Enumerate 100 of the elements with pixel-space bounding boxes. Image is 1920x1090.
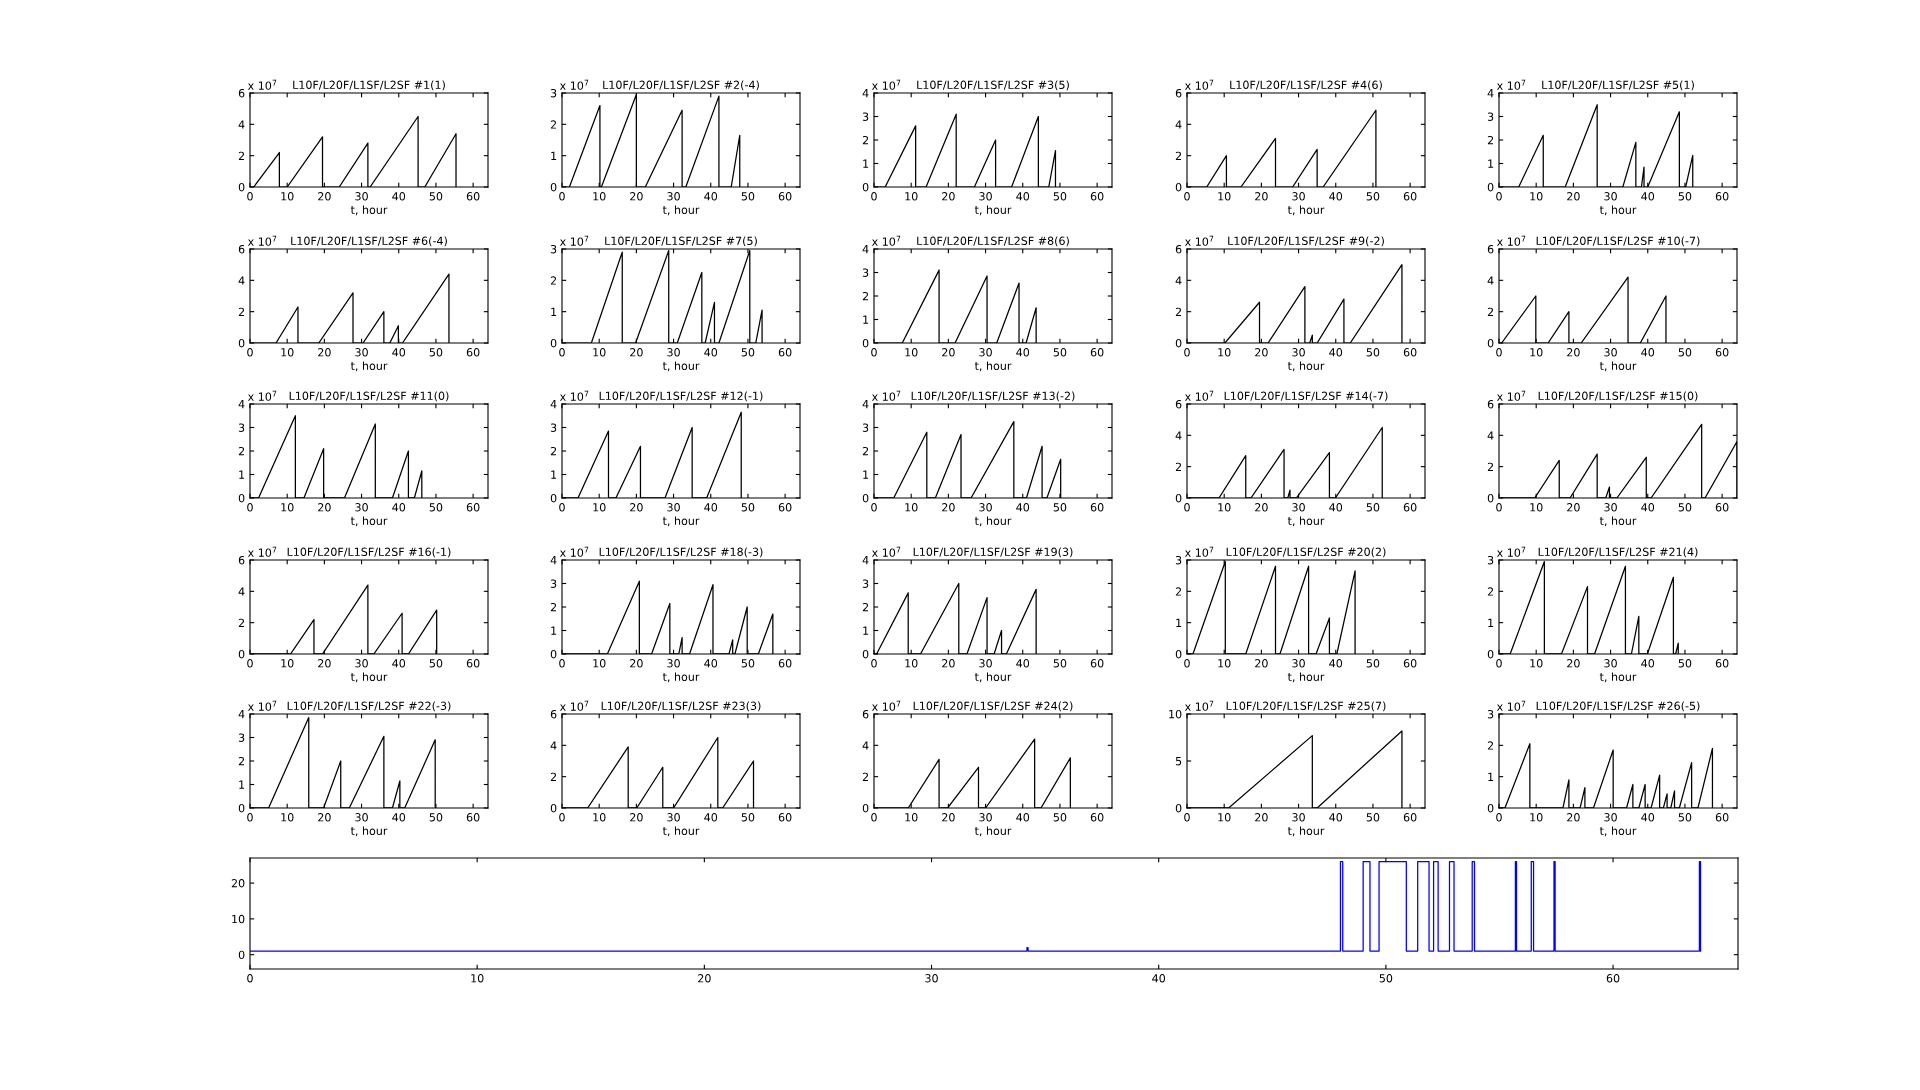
x-tick-label: 30 [979, 192, 992, 201]
x-tick-label: 10 [1530, 813, 1543, 822]
y-tick-label: 3 [238, 423, 245, 432]
x-tick-label: 60 [1715, 192, 1729, 201]
x-tick-label: 20 [1255, 503, 1268, 512]
y-tick-label: 4 [1487, 276, 1494, 285]
x-tick-label: 50 [1678, 659, 1692, 668]
y-tick-label: 0 [1175, 182, 1182, 192]
x-tick-label: 60 [1715, 348, 1729, 357]
x-tick-label: 10 [1218, 348, 1231, 357]
x-tick-label: 30 [667, 503, 680, 512]
x-tick-label: 60 [1715, 813, 1729, 822]
x-tick-label: 40 [1329, 813, 1343, 822]
y-tick-label: 2 [238, 756, 245, 766]
x-tick-label: 10 [281, 192, 294, 201]
x-tick-label: 60 [778, 813, 792, 822]
text: x 10$^{7}$ [1184, 546, 1214, 557]
y-tick-label: 1 [239, 470, 245, 479]
text: x 10$^{7}$ [871, 235, 901, 246]
x-tick-label: 40 [392, 348, 406, 357]
y-tick-label: 1 [239, 780, 245, 789]
x-tick-label: 0 [1496, 503, 1502, 512]
x-tick-label: 40 [1641, 813, 1655, 822]
chart-title: L10F/L20F/L1SF/L2SF #11(0) [289, 391, 449, 402]
y-tick-label: 3 [862, 423, 869, 432]
x-tick-label: 30 [1292, 659, 1305, 668]
chart-title: L10F/L20F/L1SF/L2SF #24(2) [913, 701, 1073, 712]
x-tick-label: 30 [925, 974, 938, 983]
text: x 10$^{7}$ [247, 79, 277, 90]
y-tick-label: 4 [1487, 431, 1494, 440]
x-tick-label: 60 [1403, 192, 1417, 201]
x-tick-label: 20 [630, 813, 643, 822]
text: x 10$^{7}$ [871, 546, 901, 557]
y-tick-label: 0 [1487, 493, 1494, 503]
y-tick-label: 4 [238, 120, 245, 129]
y-tick-label: 1 [551, 626, 557, 635]
y-tick-label: 4 [1175, 431, 1182, 440]
x-tick-label: 10 [281, 813, 294, 822]
y-tick-label: 1 [1488, 159, 1494, 168]
chart-title: L10F/L20F/L1SF/L2SF #5(1) [1542, 80, 1694, 91]
x-tick-label: 20 [942, 659, 955, 668]
y-tick-label: 2 [1487, 135, 1494, 145]
x-tick-label: 30 [1604, 659, 1617, 668]
y-tick-label: 6 [238, 244, 245, 254]
x-tick-label: 50 [1053, 813, 1067, 822]
x-tick-label: 40 [1016, 503, 1030, 512]
x-tick-label: 30 [667, 348, 680, 357]
x-tick-label: 60 [1090, 503, 1104, 512]
x-tick-label: 60 [1403, 659, 1417, 668]
text: x 10$^{7}$ [559, 235, 589, 246]
x-tick-label: 30 [667, 192, 680, 201]
y-tick-label: 0 [550, 493, 557, 503]
x-axis-title: t, hour [974, 205, 1012, 216]
y-tick-label: 0 [862, 493, 869, 503]
y-tick-label: 1 [863, 470, 869, 479]
x-tick-label: 50 [741, 348, 755, 357]
y-tick-label: 1 [551, 307, 557, 316]
x-tick-label: 0 [1496, 659, 1502, 668]
x-tick-label: 0 [247, 974, 253, 983]
x-tick-label: 10 [281, 348, 294, 357]
y-tick-label: 0 [1175, 803, 1182, 813]
text: x 10$^{7}$ [559, 546, 589, 557]
x-tick-label: 60 [466, 813, 480, 822]
y-tick-label: 3 [1175, 555, 1182, 565]
x-tick-label: 30 [1604, 192, 1617, 201]
y-tick-label: 0 [550, 182, 557, 192]
x-tick-label: 50 [741, 659, 755, 668]
y-tick-label: 3 [550, 244, 557, 254]
x-tick-label: 50 [1053, 659, 1067, 668]
x-axis-title: t, hour [1599, 826, 1637, 837]
chart-title: L10F/L20F/L1SF/L2SF #23(3) [601, 701, 761, 712]
y-tick-label: 4 [1175, 276, 1182, 285]
y-tick-label: 2 [1175, 462, 1182, 471]
x-tick-label: 30 [979, 348, 992, 357]
y-tick-label: 6 [1175, 399, 1182, 409]
x-axis-title: t, hour [662, 205, 700, 216]
x-tick-label: 40 [1329, 503, 1343, 512]
x-tick-label: 30 [1604, 503, 1617, 512]
x-tick-label: 60 [466, 503, 480, 512]
x-tick-label: 20 [1567, 813, 1580, 822]
text: x 10$^{7}$ [247, 700, 277, 711]
y-tick-label: 2 [1175, 587, 1182, 596]
x-tick-label: 0 [559, 192, 565, 201]
x-tick-label: 60 [1090, 659, 1104, 668]
y-tick-label: 1 [863, 159, 869, 168]
x-tick-label: 10 [1218, 813, 1231, 822]
y-tick-label: 0 [1175, 649, 1182, 659]
y-tick-label: 0 [550, 649, 557, 659]
x-tick-label: 20 [630, 659, 643, 668]
x-tick-label: 40 [1016, 659, 1030, 668]
x-tick-label: 40 [704, 348, 718, 357]
y-tick-label: 6 [550, 709, 557, 719]
y-tick-label: 20 [231, 879, 245, 888]
text: x 10$^{7}$ [1184, 390, 1214, 401]
y-tick-label: 6 [238, 88, 245, 98]
text: x 10$^{7}$ [247, 235, 277, 246]
x-tick-label: 10 [1530, 659, 1543, 668]
x-tick-label: 50 [1678, 192, 1692, 201]
text: x 10$^{7}$ [1496, 546, 1526, 557]
x-tick-label: 40 [704, 659, 718, 668]
